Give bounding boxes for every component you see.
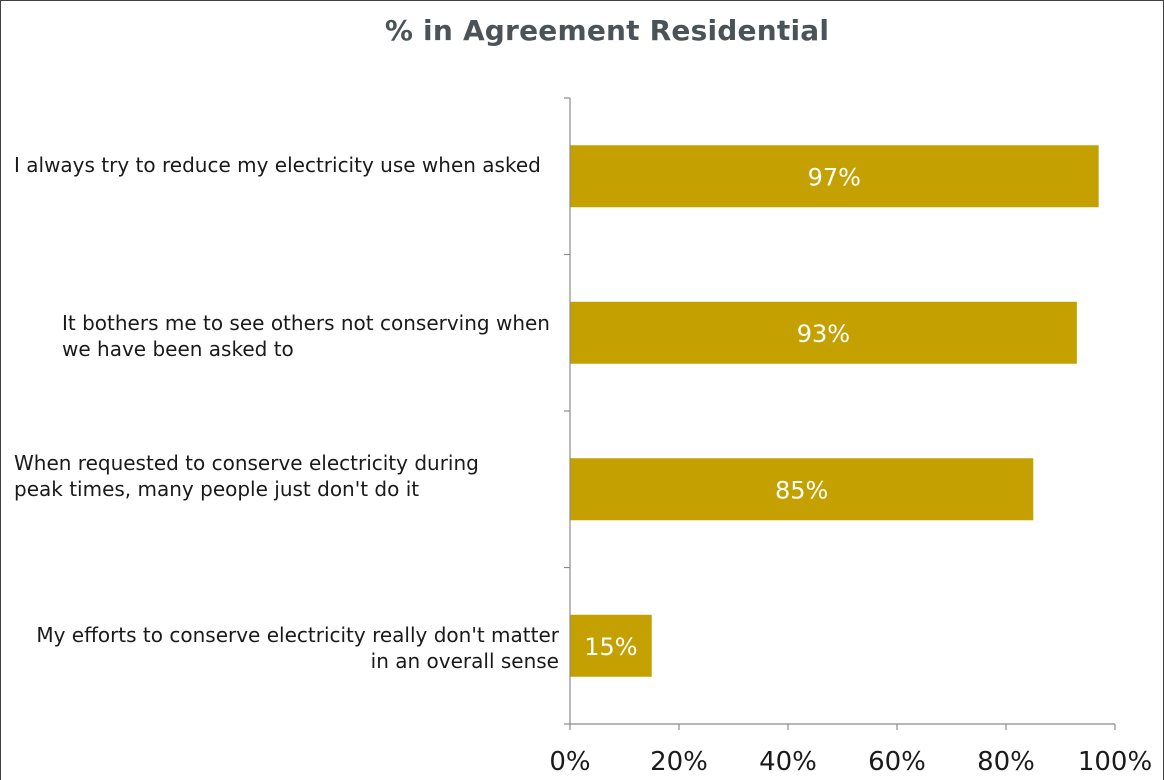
data-label-2: 93% [797, 320, 850, 348]
x-tick-label-3: 60% [868, 747, 926, 777]
bar-2 [570, 301, 1077, 364]
chart-title: % in Agreement Residential [384, 14, 830, 47]
data-label-3: 85% [775, 476, 828, 504]
category-label-2: It bothers me to see others not conservi… [62, 311, 550, 361]
data-label-1: 97% [808, 163, 861, 191]
x-tick-label-2: 40% [759, 747, 817, 777]
data-label-4: 15% [584, 633, 637, 661]
x-tick-label-4: 80% [977, 747, 1035, 777]
x-tick-label-1: 20% [650, 747, 708, 777]
category-label-4: My efforts to conserve electricity reall… [36, 623, 559, 673]
bar-3 [570, 458, 1034, 521]
category-label-3: When requested to conserve electricity d… [14, 451, 479, 501]
category-label-1: I always try to reduce my electricity us… [14, 153, 541, 177]
bar-1 [570, 145, 1099, 208]
bar-4 [570, 614, 652, 677]
x-tick-label-5: 100% [1078, 747, 1152, 777]
x-tick-label-0: 0% [549, 747, 590, 777]
